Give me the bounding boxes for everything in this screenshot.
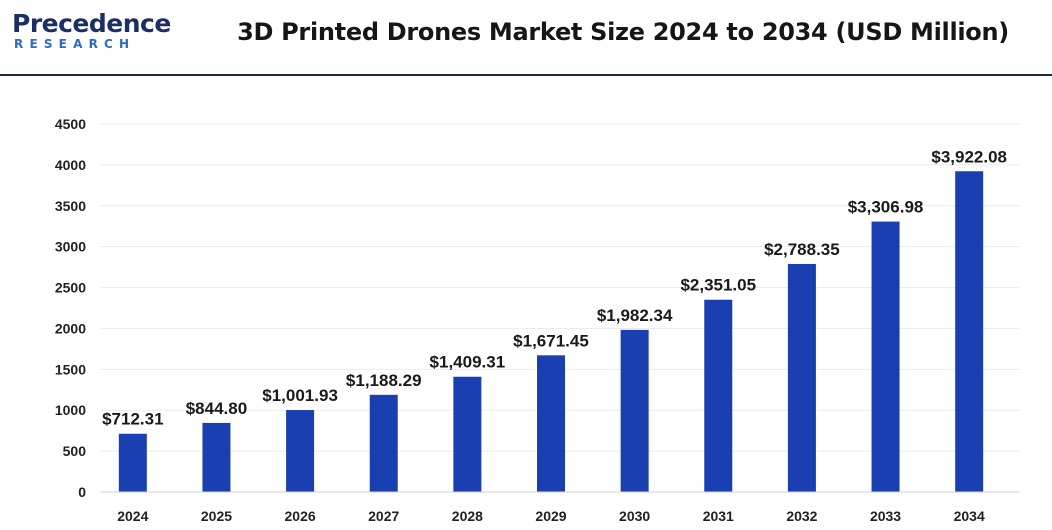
y-tick-label: 1500 (55, 361, 86, 377)
x-tick-label: 2025 (201, 508, 232, 524)
data-label-2026: $1,001.93 (262, 386, 338, 405)
y-tick-label: 2500 (55, 280, 86, 296)
header-divider (0, 74, 1052, 76)
data-label-2031: $2,351.05 (680, 276, 756, 295)
bar-2032 (787, 263, 816, 492)
x-tick-label: 2032 (786, 508, 817, 524)
data-label-2034: $3,922.08 (931, 147, 1007, 166)
bar-chart: 0 500 1000 1500 2000 2500 3000 3500 4000 4500 $71… (55, 116, 1020, 524)
bar-2025 (202, 422, 231, 492)
x-tick-label: 2030 (619, 508, 650, 524)
data-label-2033: $3,306.98 (848, 198, 924, 217)
data-label-2024: $712.31 (102, 410, 163, 429)
y-tick-label: 3500 (55, 198, 86, 214)
logo-wordmark: Precedence (12, 9, 171, 38)
data-label-2025: $844.80 (186, 399, 247, 418)
data-label-2032: $2,788.35 (764, 240, 840, 259)
bar-2024 (118, 433, 147, 492)
bar-2028 (453, 376, 482, 492)
x-tick-label: 2033 (870, 508, 901, 524)
y-tick-label: 0 (78, 484, 86, 500)
bar-2027 (369, 394, 398, 492)
y-tick-label: 1000 (55, 402, 86, 418)
x-tick-label: 2026 (285, 508, 316, 524)
bar-2031 (704, 299, 733, 492)
y-tick-label: 4000 (55, 157, 86, 173)
data-label-2029: $1,671.45 (513, 331, 589, 350)
bar-series (118, 171, 984, 492)
x-tick-label: 2029 (535, 508, 566, 524)
logo-subtitle: RESEARCH (14, 37, 136, 51)
x-axis-ticks: 2024 2025 2026 2027 2028 2029 2030 2031 2032 2033… (117, 508, 985, 524)
chart-title: 3D Printed Drones Market Size 2024 to 20… (237, 18, 1009, 46)
grid-lines (100, 123, 1020, 452)
x-tick-label: 2034 (954, 508, 985, 524)
y-tick-label: 2000 (55, 320, 86, 336)
bar-2034 (955, 171, 984, 492)
y-tick-label: 500 (63, 443, 87, 459)
bar-2029 (537, 355, 565, 492)
brand-logo: Precedence RESEARCH (12, 10, 172, 56)
data-label-2028: $1,409.31 (430, 353, 506, 372)
data-labels: $712.31 $844.80 $1,001.93 $1,188.29 $1,409.3… (102, 147, 1007, 428)
x-tick-label: 2024 (117, 508, 148, 524)
y-axis-ticks: 0 500 1000 1500 2000 2500 3000 3500 4000 4500 (55, 116, 86, 500)
data-label-2027: $1,188.29 (346, 371, 422, 390)
bar-2033 (871, 221, 900, 492)
bar-2030 (620, 329, 649, 492)
header: Precedence RESEARCH 3D Printed Drones Ma… (0, 0, 1052, 76)
bar-2026 (286, 410, 315, 492)
y-tick-label: 3000 (55, 239, 86, 255)
x-tick-label: 2027 (368, 508, 399, 524)
y-tick-label: 4500 (55, 116, 86, 132)
x-tick-label: 2031 (703, 508, 734, 524)
data-label-2030: $1,982.34 (597, 306, 673, 325)
x-tick-label: 2028 (452, 508, 483, 524)
